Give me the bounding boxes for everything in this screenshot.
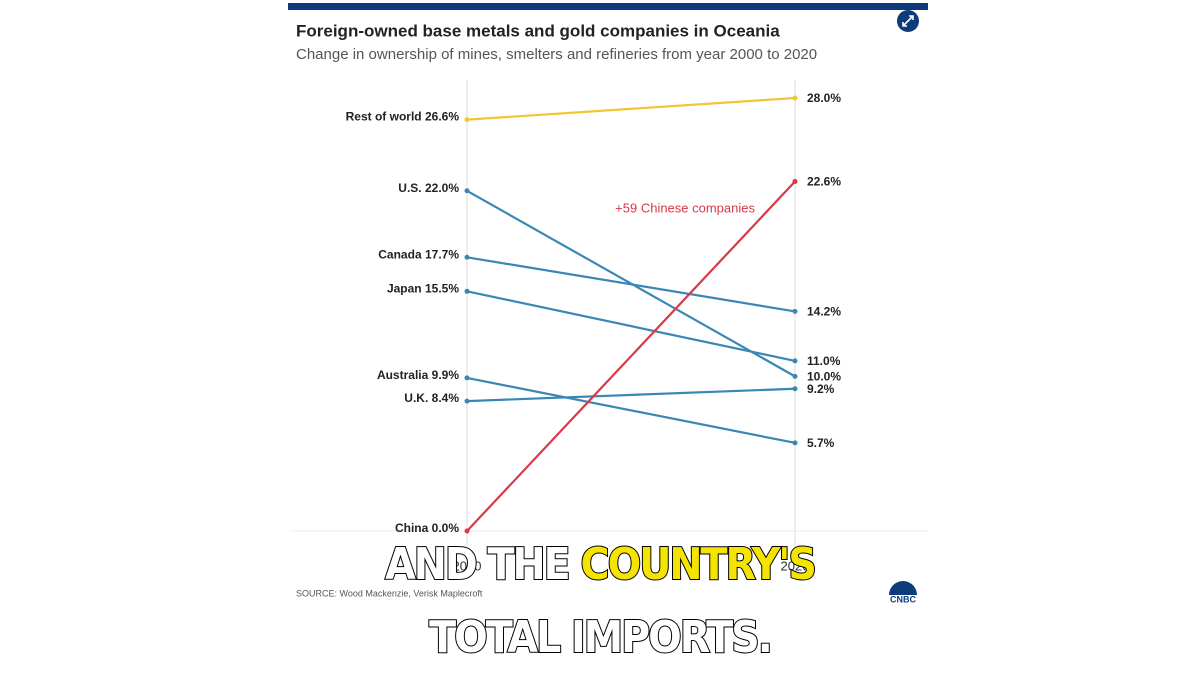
- value-label: 9.9%: [432, 368, 460, 382]
- series-name: U.K.: [404, 391, 428, 405]
- slope-line: [466, 180, 796, 532]
- annotation: +59 Chinese companies: [615, 200, 755, 215]
- expand-icon: [902, 15, 914, 27]
- caption-line-1: AND THE COUNTRY'S: [385, 539, 815, 590]
- value-label: 26.6%: [425, 110, 459, 124]
- value-label: 22.0%: [425, 181, 459, 195]
- series-name: U.S.: [398, 181, 421, 195]
- series-name: China: [395, 521, 429, 535]
- plot: 2000 2020 Rest of world 26.6% 28.0% U.S. 22.…: [346, 80, 841, 573]
- right-label: 5.7%: [807, 436, 835, 450]
- slope-line: [466, 290, 796, 362]
- series-name: Australia: [377, 368, 429, 382]
- point: [464, 254, 470, 260]
- right-label: 14.2%: [807, 305, 841, 319]
- point: [464, 288, 470, 294]
- point: [464, 528, 470, 534]
- right-label: 28.0%: [807, 91, 841, 105]
- point: [464, 188, 470, 194]
- point: [792, 386, 798, 392]
- x-tick-label: 2020: [781, 558, 810, 573]
- slope-line: [466, 387, 796, 403]
- chart-subtitle: Change in ownership of mines, smelters a…: [296, 46, 817, 63]
- right-label: 9.2%: [807, 382, 835, 396]
- series-name: Rest of world: [346, 110, 422, 124]
- logo-text: CNBC: [890, 594, 916, 604]
- value-label: 0.0%: [432, 521, 460, 535]
- value-label: 15.5%: [425, 281, 459, 295]
- point: [464, 375, 470, 381]
- x-tick-label: 2000: [453, 558, 482, 573]
- point: [792, 179, 798, 185]
- caption-word: AND THE: [385, 539, 569, 590]
- series-name: Canada: [378, 247, 422, 261]
- chart-title: Foreign-owned base metals and gold compa…: [296, 21, 780, 40]
- point: [792, 373, 798, 379]
- logo: CNBC: [889, 581, 917, 604]
- left-label: Rest of world 26.6%: [346, 110, 460, 124]
- right-label: 10.0%: [807, 370, 841, 384]
- point: [464, 117, 470, 123]
- right-label: 22.6%: [807, 175, 841, 189]
- slope-line: [466, 256, 796, 313]
- source: SOURCE: Wood Mackenzie, Verisk Maplecrof…: [296, 588, 483, 598]
- point: [792, 95, 798, 101]
- left-label: China 0.0%: [395, 521, 459, 535]
- left-label: Canada 17.7%: [378, 247, 459, 261]
- value-label: 17.7%: [425, 247, 459, 261]
- point: [464, 398, 470, 404]
- left-label: U.S. 22.0%: [398, 181, 459, 195]
- left-label: Japan 15.5%: [387, 281, 459, 295]
- left-label: Australia 9.9%: [377, 368, 459, 382]
- slope-line: [466, 376, 796, 444]
- value-label: 8.4%: [432, 391, 460, 405]
- top-bar: [288, 3, 928, 10]
- point: [792, 358, 798, 364]
- series-name: Japan: [387, 281, 422, 295]
- right-label: 11.0%: [807, 354, 841, 368]
- caption-highlight: COUNTRY'S: [581, 539, 815, 590]
- point: [792, 308, 798, 314]
- left-label: U.K. 8.4%: [404, 391, 459, 405]
- caption-line-2: TOTAL IMPORTS.: [429, 612, 771, 663]
- point: [792, 440, 798, 446]
- slope-line: [466, 96, 796, 121]
- logo-peacock: [889, 581, 917, 595]
